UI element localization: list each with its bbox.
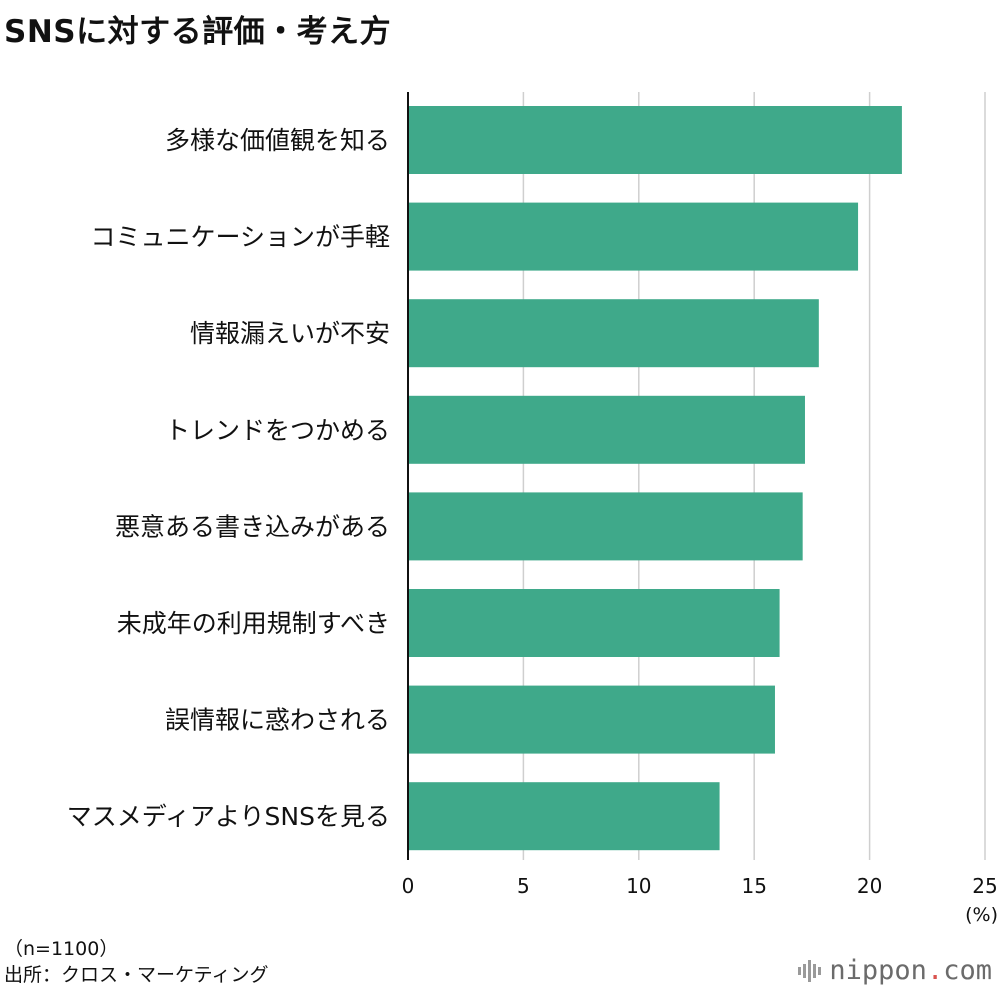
category-label-6: 誤情報に惑わされる (165, 706, 390, 735)
bar-4 (408, 492, 803, 561)
bar-6 (408, 685, 775, 754)
chart-title: SNSに対する評価・考え方 (4, 14, 392, 50)
tick-label-5: 25 (972, 874, 997, 898)
tick-label-3: 15 (741, 874, 766, 898)
tick-label-4: 20 (857, 874, 882, 898)
category-label-0: 多様な価値観を知る (165, 126, 390, 155)
bar-5 (408, 589, 780, 657)
brand-logo: nippon.com (798, 955, 992, 986)
bar-3 (408, 395, 805, 464)
tick-labels: 0 5 10 15 20 25 (402, 874, 998, 898)
bar-7 (408, 782, 720, 851)
brand-dot: . (926, 955, 944, 986)
category-label-5: 未成年の利用規制すべき (117, 609, 390, 638)
category-label-3: トレンドをつかめる (165, 416, 390, 445)
category-label-4: 悪意ある書き込みがある (115, 512, 390, 541)
brand-text: nippon.com (829, 955, 992, 986)
brand-suffix: com (943, 955, 992, 986)
unit-label: (%) (965, 904, 998, 926)
bar-2 (408, 299, 819, 368)
nippon-logo-icon (798, 959, 822, 983)
tick-label-0: 0 (402, 874, 415, 898)
category-labels: 多様な価値観を知るコミュニケーションが手軽情報漏えいが不安トレンドをつかめる悪意… (67, 126, 390, 831)
source-note: 出所：クロス・マーケティング (4, 964, 269, 986)
tick-label-2: 10 (626, 874, 651, 898)
category-label-1: コミュニケーションが手軽 (90, 223, 390, 252)
tick-label-1: 5 (517, 874, 530, 898)
sample-size-note: （n=1100） (4, 938, 119, 960)
category-label-2: 情報漏えいが不安 (190, 319, 390, 348)
category-label-7: マスメディアよりSNSを見る (67, 802, 390, 831)
bar-0 (408, 106, 902, 174)
bar-1 (408, 202, 859, 271)
bars (408, 106, 902, 851)
brand-name: nippon (829, 955, 927, 986)
